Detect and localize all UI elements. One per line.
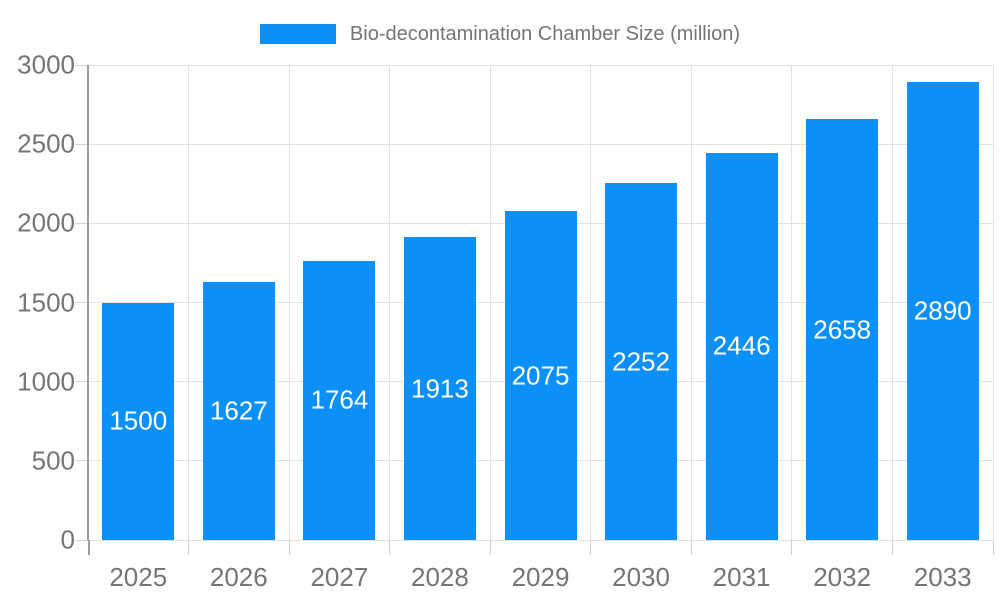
y-tick-mark <box>75 64 88 66</box>
x-tick-mark <box>87 540 90 555</box>
bar-value-label: 1913 <box>411 373 469 404</box>
x-tick-mark <box>791 540 793 555</box>
x-tick-mark <box>891 540 893 555</box>
plot-area: 0 500 1000 1500 2000 2500 3000 1500 2025 1627 2026… <box>17 50 994 592</box>
bar: 1627 <box>202 282 275 540</box>
legend-swatch <box>259 24 336 44</box>
y-tick-mark <box>75 302 88 303</box>
y-gridline <box>88 64 993 66</box>
bar: 2446 <box>705 152 778 540</box>
x-tick-mark <box>288 540 290 555</box>
y-tick-label: 500 <box>31 445 75 476</box>
bar-value-label: 2890 <box>913 295 972 326</box>
bar: 1764 <box>303 260 376 540</box>
x-gridline <box>791 65 793 540</box>
x-tick-label: 2030 <box>612 562 670 592</box>
legend: Bio-decontamination Chamber Size (millio… <box>0 18 1000 50</box>
x-tick-mark <box>188 540 190 555</box>
x-gridline <box>992 65 994 540</box>
x-tick-mark <box>690 540 692 555</box>
x-gridline <box>389 65 391 540</box>
x-tick-label: 2032 <box>813 562 872 592</box>
y-tick-label: 2500 <box>17 128 75 159</box>
y-tick-mark <box>75 460 88 462</box>
bar: 2075 <box>504 211 577 540</box>
bar-value-label: 1500 <box>109 405 168 436</box>
y-tick-label: 0 <box>60 524 75 555</box>
x-gridline <box>489 65 491 540</box>
bar: 1913 <box>403 237 476 540</box>
x-tick-label: 2028 <box>411 562 469 592</box>
y-tick-mark <box>75 539 88 541</box>
y-tick-mark <box>75 143 88 145</box>
y-tick-label: 1000 <box>17 366 75 397</box>
x-tick-label: 2029 <box>511 562 570 592</box>
x-tick-label: 2025 <box>109 562 168 592</box>
bar: 2658 <box>806 119 879 540</box>
bar: 1500 <box>102 302 175 540</box>
y-tick-label: 2000 <box>17 207 75 238</box>
x-gridline <box>891 65 893 540</box>
x-gridline <box>288 65 290 540</box>
bar: 2890 <box>906 82 979 540</box>
x-tick-label: 2027 <box>310 562 369 592</box>
bar-value-label: 2446 <box>712 330 771 361</box>
y-axis-line <box>87 65 89 540</box>
bar-value-label: 1627 <box>209 395 268 426</box>
x-tick-mark <box>389 540 391 555</box>
bar-value-label: 1764 <box>310 384 369 415</box>
x-tick-mark <box>489 540 491 555</box>
x-tick-mark <box>992 540 994 555</box>
y-tick-label: 1500 <box>17 287 75 317</box>
y-tick-mark <box>75 381 88 383</box>
x-gridline <box>188 65 190 540</box>
y-tick-mark <box>75 222 88 224</box>
y-gridline <box>88 143 993 145</box>
y-gridline <box>88 539 993 541</box>
bar-value-label: 2252 <box>612 346 670 377</box>
x-tick-label: 2033 <box>913 562 972 592</box>
y-tick-label: 3000 <box>17 49 75 80</box>
x-tick-mark <box>590 540 592 555</box>
x-tick-label: 2031 <box>712 562 771 592</box>
bar-value-label: 2658 <box>813 314 872 345</box>
bar: 2252 <box>605 183 678 540</box>
x-tick-label: 2026 <box>209 562 268 592</box>
bar-value-label: 2075 <box>511 360 570 391</box>
x-gridline <box>690 65 692 540</box>
x-gridline <box>590 65 592 540</box>
legend-label: Bio-decontamination Chamber Size (millio… <box>349 22 741 45</box>
